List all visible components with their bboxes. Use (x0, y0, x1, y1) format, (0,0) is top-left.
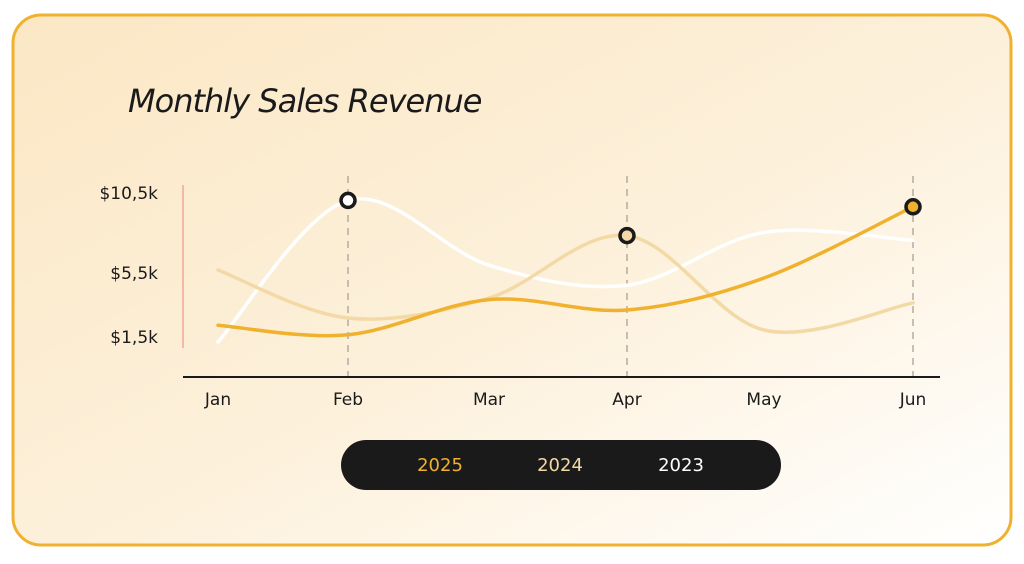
legend-item[interactable]: 2025 (417, 455, 463, 476)
legend-item[interactable]: 2024 (537, 455, 583, 476)
series-line (216, 233, 915, 334)
x-tick-label: May (746, 390, 781, 410)
x-tick-label: Feb (333, 390, 363, 410)
legend-item[interactable]: 2023 (658, 455, 704, 476)
series-line (216, 205, 915, 338)
highlight-point (339, 191, 357, 210)
highlight-point (618, 226, 636, 245)
x-tick-label: Apr (612, 390, 641, 410)
y-tick-label: $5,5k (110, 264, 158, 284)
legend (341, 440, 781, 490)
series-line (216, 197, 915, 344)
chart-title: Monthly Sales Revenue (128, 82, 482, 120)
y-tick-label: $1,5k (110, 328, 158, 348)
x-tick-label: Jun (899, 390, 927, 410)
y-tick-label: $10,5k (99, 184, 158, 204)
x-tick-label: Mar (473, 390, 505, 410)
highlight-point (904, 198, 922, 216)
card (11, 13, 1013, 547)
x-tick-label: Jan (204, 390, 231, 410)
